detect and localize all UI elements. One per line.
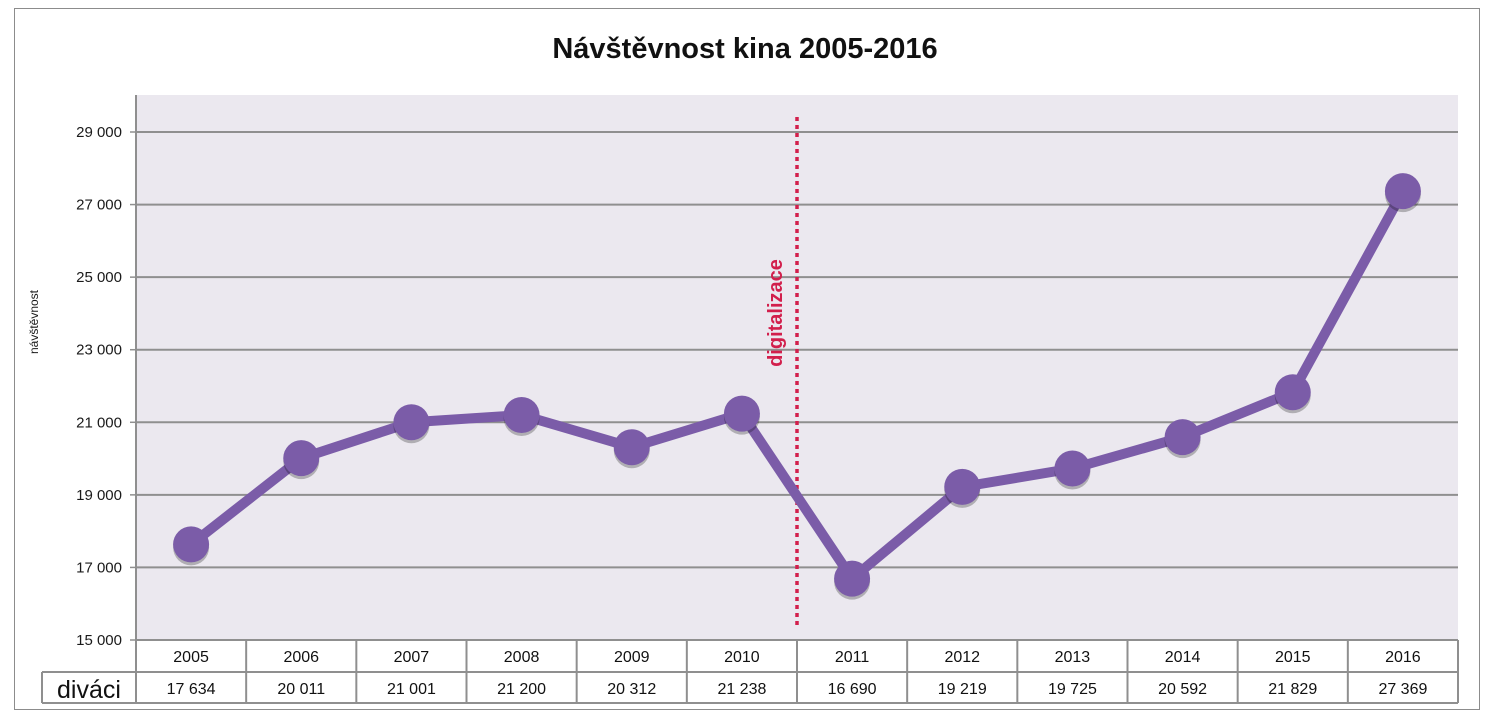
data-point	[723, 395, 760, 432]
data-label: 19 725	[1048, 681, 1097, 698]
data-label: 20 312	[607, 681, 656, 698]
x-tick-label: 2011	[835, 649, 870, 666]
y-tick-label: 29 000	[76, 124, 122, 141]
data-label: 19 219	[938, 681, 987, 698]
data-point	[1054, 450, 1091, 487]
data-label: 27 369	[1378, 681, 1427, 698]
y-tick-label: 23 000	[76, 342, 122, 359]
data-label: 21 238	[717, 681, 766, 698]
series-name-divaci: diváci	[57, 676, 121, 704]
data-point	[613, 429, 650, 466]
data-point	[834, 560, 871, 597]
x-tick-label: 2005	[173, 649, 209, 666]
x-tick-label: 2008	[504, 649, 540, 666]
plot-area: 15 000 17 000 19 000 21 000 23 000 25 000 27 0…	[76, 95, 1458, 703]
x-tick-label: 2015	[1275, 649, 1311, 666]
y-axis-label: návštěvnost	[27, 289, 41, 354]
data-label: 20 592	[1158, 681, 1207, 698]
data-point	[1164, 419, 1201, 456]
x-tick-label: 2012	[944, 649, 980, 666]
y-tick-label: 15 000	[76, 632, 122, 649]
y-tick-label: 19 000	[76, 487, 122, 504]
x-tick-label: 2006	[283, 649, 319, 666]
x-tick-label: 2013	[1055, 649, 1091, 666]
y-tick-label: 25 000	[76, 269, 122, 286]
data-label: 20 011	[277, 681, 325, 698]
data-point	[283, 440, 320, 477]
x-tick-label: 2007	[394, 649, 430, 666]
data-point	[944, 468, 981, 505]
data-label: 21 200	[497, 681, 546, 698]
data-label: 21 829	[1268, 681, 1317, 698]
data-label: 21 001	[387, 681, 436, 698]
data-label: 16 690	[828, 681, 877, 698]
data-point	[393, 404, 430, 441]
x-tick-label: 2010	[724, 649, 760, 666]
data-point	[173, 526, 210, 563]
chart-title: Návštěvnost kina 2005-2016	[552, 33, 937, 65]
y-tick-label: 27 000	[76, 197, 122, 214]
series-line-divaci	[186, 186, 1408, 584]
y-tick-label: 21 000	[76, 414, 122, 431]
x-tick-label: 2009	[614, 649, 650, 666]
digitalization-label: digitalizace	[765, 259, 787, 367]
x-tick-label: 2016	[1385, 649, 1421, 666]
data-table: 2005 17 634 2006 20 011 2007 21 001 2008 21 200…	[41, 639, 1459, 704]
data-label: 17 634	[167, 681, 216, 698]
y-tick-label: 17 000	[76, 559, 122, 576]
data-point	[503, 397, 540, 434]
data-point	[1274, 374, 1311, 411]
data-point	[1384, 173, 1421, 210]
x-tick-label: 2014	[1165, 649, 1201, 666]
